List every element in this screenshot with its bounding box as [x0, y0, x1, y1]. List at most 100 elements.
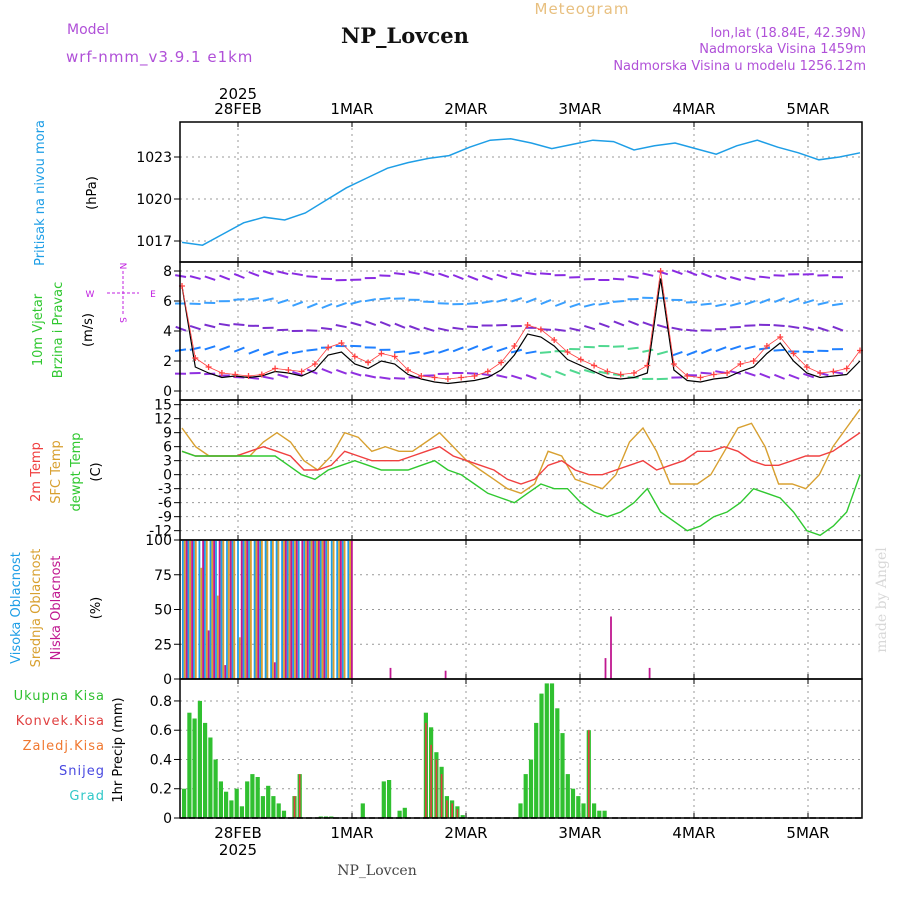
low-cloud-bar: [306, 540, 309, 679]
y-tick-label: 6: [163, 440, 172, 456]
wind-arrow: [379, 297, 391, 301]
y-tick-label: 0.8: [150, 694, 172, 710]
high-cloud-bar: [308, 540, 311, 679]
wind-arrow: [612, 277, 625, 281]
low-cloud-bar: [224, 665, 227, 679]
wind-arrow: [540, 299, 552, 306]
wind-arrow: [394, 322, 406, 329]
wind-arrow: [613, 320, 625, 327]
y-tick-label: 75: [154, 568, 172, 584]
watermark: made by Angel: [874, 547, 890, 653]
y-tick-label: 1023: [136, 150, 172, 166]
wind-arrow: [466, 325, 479, 329]
wind-arrow: [481, 300, 493, 304]
pressure-side-label: Pritisak na nivou mora: [33, 120, 48, 266]
wind-arrow: [466, 301, 479, 305]
panel-frame: [179, 678, 863, 819]
y-tick-label: 12: [154, 412, 172, 428]
wind-arrow: [393, 377, 406, 380]
wind-arrow: [262, 297, 274, 302]
high-cloud-bar: [259, 540, 261, 679]
wind-arrow: [555, 370, 566, 377]
wind-arrow: [525, 350, 537, 355]
wind-arrow: [686, 350, 698, 357]
wind-arrow: [277, 270, 289, 276]
wind-side-label-2: Brzina i Pravac: [51, 282, 66, 379]
wind-arrow: [262, 350, 274, 356]
dewpt-line: [181, 450, 861, 537]
low-cloud-bar: [444, 670, 447, 679]
top-day-label: 1MAR: [330, 100, 373, 118]
high-cloud-bar: [215, 540, 217, 679]
total-precip-bar: [576, 796, 581, 818]
total-precip-bar: [570, 788, 576, 818]
low-cloud-bar: [257, 540, 260, 679]
low-cloud-bar: [207, 630, 210, 679]
temp-side-label-2: SFC Temp: [49, 440, 64, 504]
wind-arrow: [306, 348, 318, 352]
mid-cloud-bar: [255, 540, 258, 679]
wind-arrow: [379, 376, 391, 380]
wind-arrow: [686, 270, 698, 277]
compass-north: N: [117, 263, 127, 270]
wind-arrow: [233, 272, 245, 279]
y-tick-label: 0: [163, 384, 172, 400]
wind-arrow: [233, 346, 245, 353]
wind-arrow: [671, 269, 683, 276]
wind-arrow: [788, 325, 800, 329]
wind-arrow: [788, 297, 800, 304]
top-year-label: 2025: [219, 85, 257, 103]
precip-legend-total: Ukupna Kisa: [14, 689, 105, 704]
wind-arrow: [773, 324, 785, 328]
total-precip-bar: [192, 718, 197, 818]
y-tick-label: 0.2: [150, 782, 172, 798]
wind-arrow: [584, 324, 596, 331]
y-tick-label: -6: [158, 496, 172, 512]
high-cloud-bar: [248, 540, 250, 679]
mid-cloud-bar: [283, 540, 285, 679]
total-precip-bar: [182, 788, 187, 818]
conv-precip-bar: [425, 722, 427, 818]
total-precip-bar: [271, 796, 276, 818]
page-title: NP_Lovcen: [341, 23, 469, 48]
precip-legend-freezing: Zaledj.Kisa: [23, 739, 105, 754]
wind-arrow: [438, 348, 450, 354]
wind-speed-line: [181, 278, 861, 385]
bottom-day-label: 3MAR: [558, 824, 601, 842]
bottom-day-label: 2MAR: [444, 824, 487, 842]
top-day-label: 3MAR: [558, 100, 601, 118]
low-cloud-bar: [284, 540, 287, 679]
mid-cloud-bar: [294, 540, 296, 679]
total-precip-bar: [266, 785, 271, 818]
high-cloud-bar: [347, 540, 350, 679]
mid-cloud-bar: [321, 540, 324, 679]
wind-arrow: [393, 350, 406, 354]
low-cloud-bar: [648, 667, 651, 679]
mid-cloud-bar: [349, 540, 351, 679]
total-precip-bar: [281, 810, 287, 818]
wind-arrow: [744, 345, 756, 350]
wind-arrow: [189, 275, 201, 280]
wind-arrow: [175, 325, 187, 332]
wind-arrow: [539, 272, 552, 276]
mid-cloud-bar: [277, 540, 280, 679]
conv-precip-bar: [451, 803, 453, 818]
wind-arrow: [700, 371, 712, 375]
wind-arrow: [510, 272, 523, 277]
wind-arrow: [218, 322, 230, 327]
total-precip-bar: [560, 733, 565, 818]
sfc-temp-line: [181, 408, 861, 495]
mid-cloud-bar: [222, 540, 225, 679]
low-cloud-bar: [240, 540, 243, 679]
cloud-side-label-3: Niska Oblacnost: [49, 556, 64, 661]
wind-arrow: [204, 275, 216, 281]
wind-arrow: [364, 374, 377, 379]
conv-precip-bar: [435, 759, 438, 818]
y-tick-label: -12: [149, 524, 172, 540]
low-cloud-bar: [273, 662, 276, 679]
mid-cloud-bar: [244, 540, 247, 679]
wind-arrow: [759, 298, 771, 304]
total-precip-bar: [229, 800, 234, 818]
wind-arrow: [598, 301, 610, 306]
